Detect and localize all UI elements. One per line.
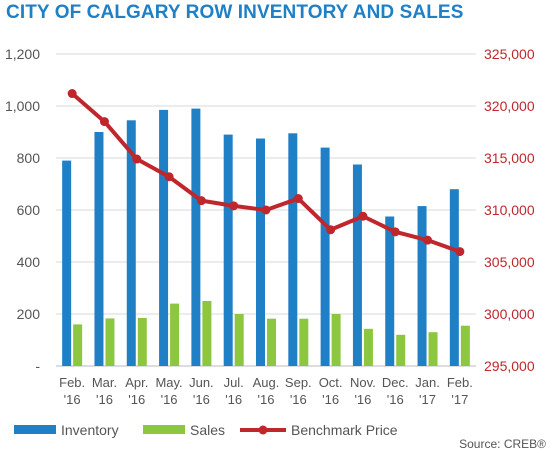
x-tick-label-month: Jul. xyxy=(224,375,244,390)
inventory-bar xyxy=(94,132,104,366)
sales-bar xyxy=(234,314,244,366)
inventory-bar xyxy=(256,138,265,366)
x-tick-label-year: '16 xyxy=(96,392,113,407)
benchmark-price-point xyxy=(455,247,465,257)
benchmark-price-point xyxy=(164,172,174,182)
sales-bar xyxy=(396,334,406,366)
x-tick-label-month: Oct. xyxy=(319,375,343,390)
x-tick-label-month: Jun. xyxy=(189,375,214,390)
y-right-tick-label: 300,000 xyxy=(484,306,535,322)
sales-bar xyxy=(460,325,470,366)
x-tick-label-month: Feb. xyxy=(447,375,473,390)
y-left-tick-label: 800 xyxy=(17,150,41,166)
x-tick-label-year: '16 xyxy=(322,392,339,407)
chart-title: CITY OF CALGARY ROW INVENTORY AND SALES xyxy=(6,2,464,23)
inventory-bar xyxy=(385,216,395,366)
y-right-tick-label: 305,000 xyxy=(484,254,535,270)
inventory-bar xyxy=(191,108,201,366)
x-tick-label-month: Aug. xyxy=(253,375,280,390)
x-tick-label-year: '16 xyxy=(128,392,145,407)
legend-label-sales: Sales xyxy=(190,422,225,438)
y-left-tick-label: 1,200 xyxy=(5,46,40,62)
x-tick-label-year: '16 xyxy=(258,392,275,407)
benchmark-price-point xyxy=(358,211,368,221)
x-tick-label-month: Sep. xyxy=(285,375,312,390)
y-right-tick-label: 315,000 xyxy=(484,150,535,166)
inventory-bar xyxy=(320,147,330,366)
y-right-tick-label: 320,000 xyxy=(484,98,535,114)
sales-bar xyxy=(428,332,438,366)
sales-bar xyxy=(202,301,212,366)
y-right-tick-label: 325,000 xyxy=(484,46,535,62)
x-tick-label-year: '16 xyxy=(290,392,307,407)
legend-swatch-benchmark-marker xyxy=(258,425,268,435)
inventory-bar xyxy=(223,134,233,366)
x-tick-label-year: '17 xyxy=(419,392,436,407)
y-right-tick-label: 310,000 xyxy=(484,202,535,218)
x-tick-label-year: '16 xyxy=(354,392,371,407)
legend-swatch-sales xyxy=(143,425,185,434)
x-tick-label-year: '16 xyxy=(193,392,210,407)
y-left-tick-label: 600 xyxy=(17,202,41,218)
sales-bar xyxy=(137,317,147,366)
benchmark-price-point xyxy=(423,235,433,245)
y-left-tick-label: - xyxy=(35,358,40,374)
inventory-bar xyxy=(126,120,136,366)
x-tick-label-year: '16 xyxy=(64,392,81,407)
benchmark-price-point xyxy=(390,227,400,237)
inventory-bar xyxy=(449,189,459,366)
benchmark-price-point xyxy=(132,154,142,164)
x-tick-label-month: Apr. xyxy=(125,375,148,390)
x-tick-label-month: Mar. xyxy=(92,375,117,390)
sales-bar xyxy=(170,303,180,366)
x-tick-label-month: Feb. xyxy=(59,375,85,390)
x-tick-label-month: Jan. xyxy=(415,375,440,390)
inventory-bar xyxy=(288,133,298,366)
benchmark-price-point xyxy=(196,196,206,206)
legend-label-benchmark: Benchmark Price xyxy=(291,422,398,438)
benchmark-price-point xyxy=(67,89,77,99)
benchmark-price-point xyxy=(229,201,239,211)
x-tick-label-month: May. xyxy=(155,375,182,390)
benchmark-price-point xyxy=(293,194,303,204)
inventory-bar xyxy=(352,164,362,366)
y-left-tick-label: 400 xyxy=(17,254,41,270)
inventory-bar xyxy=(417,206,427,366)
benchmark-price-point xyxy=(261,205,271,215)
sales-bar xyxy=(331,314,341,366)
y-left-tick-label: 1,000 xyxy=(5,98,40,114)
y-left-tick-label: 200 xyxy=(17,306,41,322)
x-tick-label-month: Dec. xyxy=(382,375,409,390)
sales-bar xyxy=(267,318,276,366)
sales-bar xyxy=(73,324,83,366)
y-right-tick-label: 295,000 xyxy=(484,358,535,374)
inventory-bar xyxy=(159,109,169,367)
inventory-bar xyxy=(62,160,72,366)
legend-label-inventory: Inventory xyxy=(61,422,119,438)
benchmark-price-point xyxy=(99,117,109,127)
benchmark-price-point xyxy=(326,225,336,235)
source-note: Source: CREB® xyxy=(459,437,546,451)
sales-bar xyxy=(363,328,373,366)
x-tick-label-year: '16 xyxy=(387,392,404,407)
x-tick-label-year: '16 xyxy=(161,392,178,407)
x-tick-label-year: '16 xyxy=(225,392,242,407)
x-tick-label-month: Nov. xyxy=(350,375,376,390)
sales-bar xyxy=(105,318,115,366)
x-tick-label-year: '17 xyxy=(451,392,468,407)
legend-swatch-inventory xyxy=(14,425,56,434)
sales-bar xyxy=(299,318,309,366)
